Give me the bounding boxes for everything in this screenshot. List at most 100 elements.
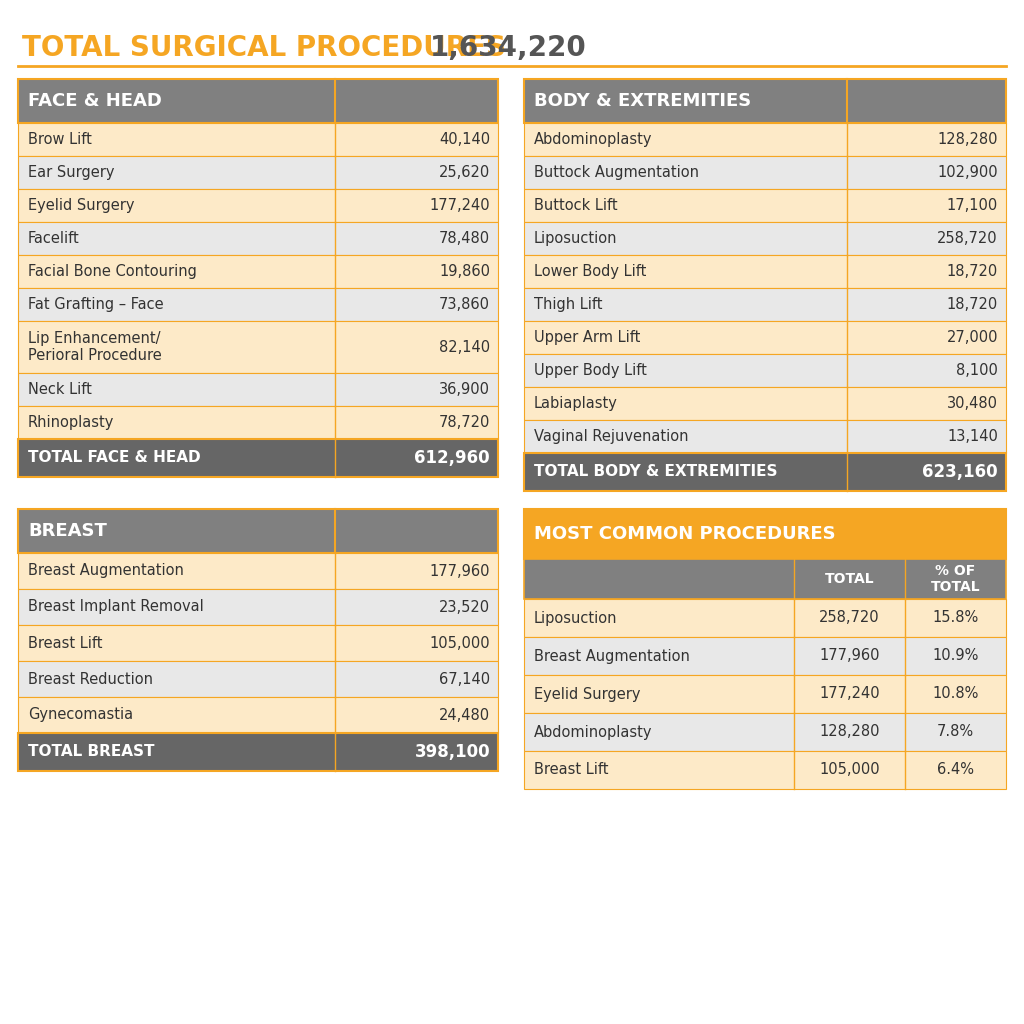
Text: Facelift: Facelift bbox=[28, 231, 80, 246]
Text: Abdominoplasty: Abdominoplasty bbox=[534, 725, 652, 739]
Text: 67,140: 67,140 bbox=[439, 672, 490, 686]
Bar bbox=[524, 675, 1006, 713]
Text: Vaginal Rejuvenation: Vaginal Rejuvenation bbox=[534, 429, 688, 444]
Text: Upper Arm Lift: Upper Arm Lift bbox=[534, 330, 640, 345]
Text: 36,900: 36,900 bbox=[439, 382, 490, 397]
Bar bbox=[524, 123, 1006, 156]
Bar bbox=[18, 222, 498, 255]
Text: Lower Body Lift: Lower Body Lift bbox=[534, 264, 646, 279]
Text: 177,960: 177,960 bbox=[819, 648, 880, 664]
Text: 7.8%: 7.8% bbox=[937, 725, 974, 739]
Text: Breast Implant Removal: Breast Implant Removal bbox=[28, 599, 204, 614]
Text: 177,960: 177,960 bbox=[429, 563, 490, 579]
Text: BODY & EXTREMITIES: BODY & EXTREMITIES bbox=[534, 92, 752, 110]
Text: Labiaplasty: Labiaplasty bbox=[534, 396, 617, 411]
Text: 105,000: 105,000 bbox=[429, 636, 490, 650]
Bar bbox=[18, 156, 498, 189]
Text: 78,720: 78,720 bbox=[438, 415, 490, 430]
Bar bbox=[524, 509, 1006, 559]
Text: Eyelid Surgery: Eyelid Surgery bbox=[534, 686, 640, 701]
Text: Breast Lift: Breast Lift bbox=[28, 636, 102, 650]
Bar bbox=[524, 637, 1006, 675]
Bar bbox=[524, 189, 1006, 222]
Text: TOTAL BREAST: TOTAL BREAST bbox=[28, 744, 155, 760]
Bar bbox=[18, 589, 498, 625]
Text: Thigh Lift: Thigh Lift bbox=[534, 297, 602, 312]
Bar bbox=[524, 559, 1006, 599]
Text: 398,100: 398,100 bbox=[415, 743, 490, 761]
Text: 24,480: 24,480 bbox=[439, 708, 490, 723]
Text: 18,720: 18,720 bbox=[947, 264, 998, 279]
Text: FACE & HEAD: FACE & HEAD bbox=[28, 92, 162, 110]
Text: TOTAL SURGICAL PROCEDURES: TOTAL SURGICAL PROCEDURES bbox=[22, 34, 506, 62]
Bar bbox=[18, 123, 498, 156]
Bar bbox=[524, 255, 1006, 288]
Text: 10.9%: 10.9% bbox=[932, 648, 979, 664]
Text: 128,280: 128,280 bbox=[819, 725, 880, 739]
Text: 258,720: 258,720 bbox=[937, 231, 998, 246]
Text: Breast Lift: Breast Lift bbox=[534, 763, 608, 777]
Text: 13,140: 13,140 bbox=[947, 429, 998, 444]
Text: BREAST: BREAST bbox=[28, 522, 106, 540]
Text: Brow Lift: Brow Lift bbox=[28, 132, 92, 147]
Text: 82,140: 82,140 bbox=[439, 340, 490, 354]
Text: Abdominoplasty: Abdominoplasty bbox=[534, 132, 652, 147]
Text: Liposuction: Liposuction bbox=[534, 610, 617, 626]
Bar bbox=[524, 387, 1006, 420]
Text: 10.8%: 10.8% bbox=[932, 686, 979, 701]
Text: Rhinoplasty: Rhinoplasty bbox=[28, 415, 115, 430]
Text: % OF
TOTAL: % OF TOTAL bbox=[931, 564, 980, 594]
Bar bbox=[524, 453, 1006, 490]
Text: 23,520: 23,520 bbox=[439, 599, 490, 614]
Text: Neck Lift: Neck Lift bbox=[28, 382, 92, 397]
Text: 102,900: 102,900 bbox=[937, 165, 998, 180]
Text: 73,860: 73,860 bbox=[439, 297, 490, 312]
Text: 17,100: 17,100 bbox=[947, 198, 998, 213]
Bar bbox=[524, 79, 1006, 123]
Bar bbox=[18, 189, 498, 222]
Text: Gynecomastia: Gynecomastia bbox=[28, 708, 133, 723]
Bar bbox=[18, 439, 498, 477]
Text: 40,140: 40,140 bbox=[439, 132, 490, 147]
Text: Breast Augmentation: Breast Augmentation bbox=[28, 563, 184, 579]
Text: 258,720: 258,720 bbox=[819, 610, 880, 626]
Text: Lip Enhancement/
Perioral Procedure: Lip Enhancement/ Perioral Procedure bbox=[28, 331, 162, 364]
Text: 19,860: 19,860 bbox=[439, 264, 490, 279]
Text: 15.8%: 15.8% bbox=[932, 610, 979, 626]
Text: 8,100: 8,100 bbox=[956, 362, 998, 378]
Text: TOTAL FACE & HEAD: TOTAL FACE & HEAD bbox=[28, 451, 201, 466]
Text: 6.4%: 6.4% bbox=[937, 763, 974, 777]
Text: 18,720: 18,720 bbox=[947, 297, 998, 312]
Text: Ear Surgery: Ear Surgery bbox=[28, 165, 115, 180]
Text: Liposuction: Liposuction bbox=[534, 231, 617, 246]
Bar bbox=[18, 79, 498, 123]
Text: 128,280: 128,280 bbox=[938, 132, 998, 147]
Text: 25,620: 25,620 bbox=[438, 165, 490, 180]
Text: 177,240: 177,240 bbox=[819, 686, 880, 701]
Text: Facial Bone Contouring: Facial Bone Contouring bbox=[28, 264, 197, 279]
Text: TOTAL: TOTAL bbox=[824, 572, 874, 586]
Text: MOST COMMON PROCEDURES: MOST COMMON PROCEDURES bbox=[534, 525, 836, 543]
Bar bbox=[524, 222, 1006, 255]
Bar bbox=[18, 255, 498, 288]
Bar bbox=[524, 420, 1006, 453]
Bar bbox=[524, 713, 1006, 751]
Bar bbox=[18, 625, 498, 662]
Bar bbox=[18, 553, 498, 589]
Bar bbox=[18, 509, 498, 553]
Text: Breast Reduction: Breast Reduction bbox=[28, 672, 153, 686]
Text: Buttock Augmentation: Buttock Augmentation bbox=[534, 165, 699, 180]
Text: 30,480: 30,480 bbox=[947, 396, 998, 411]
Bar bbox=[18, 321, 498, 373]
Text: Buttock Lift: Buttock Lift bbox=[534, 198, 617, 213]
Text: 177,240: 177,240 bbox=[429, 198, 490, 213]
Text: 1,634,220: 1,634,220 bbox=[430, 34, 587, 62]
Text: 105,000: 105,000 bbox=[819, 763, 880, 777]
Bar bbox=[524, 751, 1006, 790]
Text: Upper Body Lift: Upper Body Lift bbox=[534, 362, 647, 378]
Bar bbox=[524, 156, 1006, 189]
Bar bbox=[18, 733, 498, 771]
Bar bbox=[18, 373, 498, 406]
Bar bbox=[524, 599, 1006, 637]
Bar bbox=[18, 406, 498, 439]
